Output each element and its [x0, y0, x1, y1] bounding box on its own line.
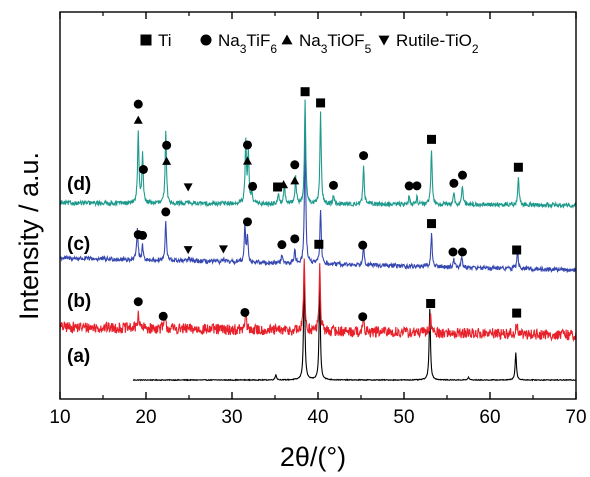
curve-label-b: (b) [67, 291, 91, 312]
legend-item-0: Ti [140, 31, 172, 50]
peak-marker-d-0 [133, 115, 143, 124]
peak-marker-d-16 [404, 181, 414, 191]
peak-marker-c-6 [314, 239, 324, 249]
peak-marker-d-11 [290, 160, 300, 170]
peak-marker-d-10 [290, 176, 300, 185]
peak-marker-b-2 [240, 307, 250, 317]
x-tick-label-60: 60 [479, 407, 500, 428]
x-tick-label-20: 20 [135, 407, 156, 428]
peak-marker-d-14 [328, 180, 338, 190]
peak-marker-d-21 [513, 162, 523, 172]
peak-marker-b-4 [426, 298, 436, 308]
peak-marker-d-7 [248, 181, 258, 191]
peak-marker-d-6 [242, 140, 252, 150]
legend-symbol-circle [200, 34, 212, 46]
series-line-a [132, 269, 577, 382]
legend-label-0: Ti [158, 31, 172, 50]
peak-marker-c-9 [448, 247, 458, 257]
peak-marker-d-5 [242, 156, 252, 165]
x-tick-label-30: 30 [221, 407, 242, 428]
x-tick-label-50: 50 [393, 407, 414, 428]
x-tick-label-70: 70 [565, 407, 586, 428]
peak-marker-d-12 [300, 87, 310, 97]
curve-label-c: (c) [67, 234, 90, 255]
x-tick-label-10: 10 [49, 407, 70, 428]
legend-label-2: Na3TiOF5 [299, 31, 372, 56]
axes-layer: 10 20 30 40 50 60 70 [49, 11, 587, 428]
legend-symbol-triangle-down [378, 35, 390, 46]
peak-marker-d-20 [457, 170, 467, 180]
peak-marker-c-2 [161, 207, 171, 217]
peak-marker-c-13 [218, 245, 228, 254]
legend-item-3: Rutile-TiO2 [378, 31, 479, 56]
peak-marker-c-3 [242, 217, 252, 227]
peak-marker-c-7 [358, 240, 368, 250]
legend-item-1: Na3TiF6 [200, 31, 277, 56]
peak-marker-d-8 [273, 182, 283, 192]
legend-symbol-triangle-up [281, 34, 293, 45]
legend-item-2: Na3TiOF5 [281, 31, 372, 56]
peak-marker-d-22 [183, 183, 193, 192]
peak-marker-c-4 [277, 240, 287, 250]
peak-marker-d-13 [316, 98, 326, 108]
series-line-b [59, 258, 577, 343]
peak-marker-b-5 [512, 308, 522, 318]
peak-marker-d-17 [412, 181, 422, 191]
peak-marker-c-5 [290, 234, 300, 244]
peak-marker-c-11 [512, 245, 522, 255]
peak-marker-d-15 [359, 151, 369, 161]
peak-marker-b-3 [358, 312, 368, 322]
peak-marker-c-1 [138, 230, 148, 240]
peak-marker-c-10 [457, 247, 467, 257]
series-layer: (a) (b) (c) (d) [59, 99, 577, 382]
legend-label-3: Rutile-TiO2 [396, 31, 479, 56]
peak-marker-b-1 [158, 311, 168, 321]
x-axis-title: 2θ/(°) [280, 442, 346, 472]
legend: Ti Na3TiF6 Na3TiOF5 Rutile-TiO2 [140, 31, 479, 56]
x-tick-label-40: 40 [307, 407, 328, 428]
peak-marker-d-18 [427, 134, 437, 144]
peak-marker-b-0 [133, 297, 143, 307]
series-line-d [59, 99, 577, 209]
peak-marker-c-8 [427, 219, 437, 229]
peak-marker-d-19 [449, 178, 459, 188]
peak-marker-d-9 [279, 180, 289, 189]
peak-marker-d-3 [162, 156, 172, 165]
peak-marker-d-2 [138, 164, 148, 174]
peak-marker-d-1 [133, 99, 143, 109]
legend-label-1: Na3TiF6 [218, 31, 277, 56]
series-line-c [59, 130, 577, 274]
curve-label-a: (a) [67, 346, 90, 367]
y-axis-title: Intensity / a.u. [14, 152, 44, 320]
peak-marker-c-12 [183, 246, 193, 255]
peak-marker-d-4 [162, 140, 172, 150]
curve-label-d: (d) [67, 174, 91, 195]
marker-layer [133, 87, 523, 322]
legend-symbol-square [140, 34, 152, 46]
